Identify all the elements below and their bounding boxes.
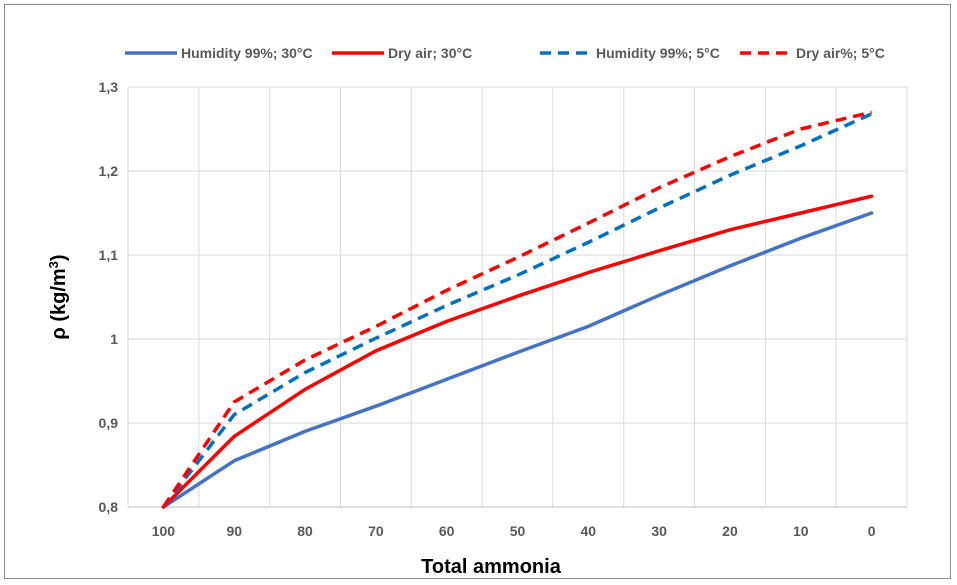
x-tick-label: 70 (368, 523, 384, 539)
x-tick-label: 100 (152, 523, 176, 539)
y-tick-label: 0,8 (99, 499, 119, 515)
legend-label-3: Humidity 99%; 5°C (596, 45, 720, 61)
y-tick-label: 1,2 (99, 163, 119, 179)
x-axis-title: Total ammonia (421, 556, 562, 578)
x-tick-label: 60 (439, 523, 455, 539)
chart-frame: 0,8 0,9 1 1,1 1,2 1,3 100 90 80 70 60 50 40 30 20 10 0 H… (4, 4, 951, 579)
legend-label-2: Dry air; 30°C (388, 45, 472, 61)
y-tick-label: 0,9 (99, 415, 119, 431)
y-axis-title-end: ) (48, 254, 70, 261)
x-tick-label: 90 (226, 523, 242, 539)
y-axis-title: ρ (kg/m3) (46, 254, 71, 339)
y-tick-label: 1,3 (99, 79, 119, 95)
legend-label-4: Dry air%; 5°C (796, 45, 885, 61)
x-tick-label: 30 (651, 523, 667, 539)
x-tick-label: 50 (510, 523, 526, 539)
x-tick-label: 10 (793, 523, 809, 539)
y-axis-title-main: ρ (kg/m (48, 268, 70, 339)
x-tick-label: 0 (868, 523, 876, 539)
x-tick-label: 40 (581, 523, 597, 539)
y-axis-title-sup: 3 (46, 261, 61, 268)
legend: Humidity 99%; 30°C Dry air; 30°C Humidity … (125, 45, 885, 61)
x-tick-label: 80 (297, 523, 313, 539)
y-tick-label: 1 (110, 331, 118, 347)
y-tick-label: 1,1 (99, 247, 119, 263)
legend-label-1: Humidity 99%; 30°C (181, 45, 313, 61)
x-tick-label: 20 (722, 523, 738, 539)
